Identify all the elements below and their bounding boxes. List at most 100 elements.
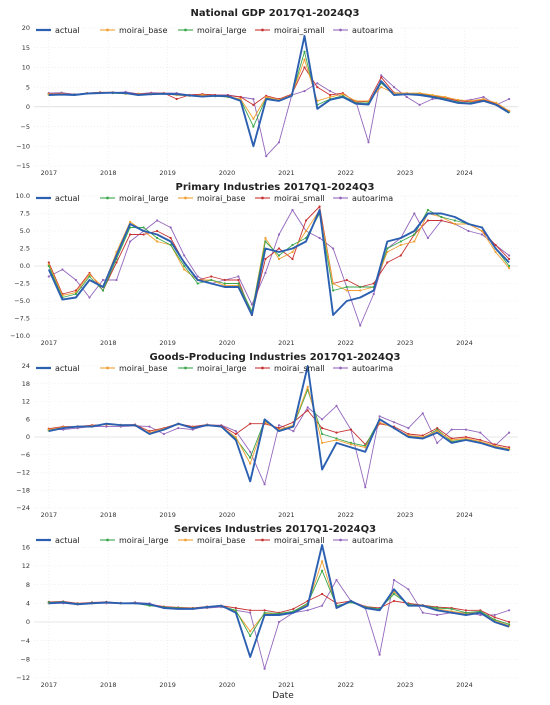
data-point-moirai_base [304, 229, 308, 233]
data-point-autoarima [421, 412, 424, 415]
data-point-moirai_large [277, 254, 281, 257]
data-point-moirai_large [101, 289, 105, 292]
legend-item-autoarima: autoarima [333, 26, 393, 35]
legend-label: moirai_large [197, 364, 247, 373]
y-tick-label: −2.5 [14, 280, 30, 288]
x-tick-label: 2017 [41, 339, 58, 347]
x-tick-label: 2023 [397, 511, 414, 519]
x-tick-label: 2019 [159, 681, 176, 689]
x-tick-label: 2018 [100, 681, 117, 689]
data-point-autoarima [482, 95, 485, 99]
x-tick-label: 2017 [41, 169, 58, 177]
data-point-moirai_base [341, 93, 344, 96]
legend-item-autoarima: autoarima [333, 194, 393, 203]
data-point-autoarima [318, 236, 321, 240]
legend-item-moirai_small: moirai_small [255, 364, 325, 373]
series-line-moirai_base [48, 560, 510, 632]
data-point-moirai_small [321, 427, 324, 430]
data-point-autoarima [47, 275, 50, 278]
x-tick-label: 2022 [338, 511, 355, 519]
y-tick-label: −12 [16, 674, 30, 682]
x-tick-label: 2020 [219, 339, 236, 347]
data-point-moirai_large [440, 215, 443, 219]
data-point-moirai_base [494, 250, 497, 254]
data-point-moirai_large [464, 611, 467, 614]
data-point-moirai_base [482, 97, 485, 101]
data-point-moirai_large [321, 432, 324, 436]
y-tick-label: 5 [26, 83, 30, 91]
data-point-autoarima [263, 483, 266, 486]
x-tick-label: 2017 [41, 681, 58, 689]
legend-marker [184, 28, 187, 32]
data-point-autoarima [277, 620, 281, 624]
data-point-autoarima [493, 613, 496, 617]
data-point-moirai_small [47, 261, 50, 264]
data-point-autoarima [367, 141, 370, 144]
legend-marker [106, 366, 109, 370]
data-point-moirai_base [453, 222, 456, 226]
data-point-moirai_small [321, 592, 324, 596]
data-point-autoarima [508, 97, 511, 101]
data-point-moirai_small [335, 431, 338, 434]
data-point-moirai_large [156, 236, 159, 240]
data-point-moirai_base [321, 560, 324, 563]
data-point-moirai_large [303, 50, 306, 53]
data-point-autoarima [74, 278, 77, 282]
data-point-moirai_small [440, 219, 443, 222]
data-point-moirai_small [234, 606, 237, 610]
legend-label: moirai_large [119, 194, 169, 203]
data-point-autoarima [316, 82, 319, 85]
legend-label: actual [55, 364, 80, 373]
legend-label: actual [55, 26, 80, 35]
data-point-moirai_base [349, 443, 352, 446]
data-point-autoarima [264, 271, 267, 275]
data-point-moirai_base [436, 430, 439, 433]
data-point-moirai_base [413, 240, 416, 243]
x-tick-label: 2023 [397, 339, 414, 347]
data-point-moirai_base [399, 243, 402, 247]
legend-marker [261, 28, 264, 32]
data-point-autoarima [156, 219, 159, 222]
data-point-autoarima [129, 240, 132, 243]
data-point-moirai_base [354, 99, 357, 102]
data-point-moirai_small [74, 289, 77, 292]
legend-label: moirai_base [119, 364, 167, 373]
data-point-moirai_small [318, 205, 321, 208]
legend-label: moirai_base [197, 536, 245, 545]
x-tick-label: 2019 [159, 511, 176, 519]
legend-item-autoarima: autoarima [333, 536, 393, 545]
chart-panel-2: Primary Industries 2017Q1-2024Q3 −10.0 −7.… [10, 182, 518, 347]
data-point-moirai_large [493, 618, 496, 621]
data-point-autoarima [277, 424, 281, 427]
data-point-autoarima [479, 613, 482, 617]
data-point-moirai_base [201, 93, 204, 97]
data-point-moirai_large [359, 285, 362, 289]
data-point-moirai_large [332, 289, 335, 292]
data-point-autoarima [359, 324, 362, 327]
data-point-autoarima [508, 431, 511, 434]
data-point-autoarima [177, 427, 180, 430]
data-point-moirai_small [263, 609, 266, 612]
y-tick-label: 6 [26, 415, 30, 423]
data-point-moirai_large [142, 226, 145, 229]
chart-panel-3: Goods-Producing Industries 2017Q1-2024Q3… [16, 352, 518, 519]
data-point-moirai_small [426, 219, 429, 222]
data-point-moirai_base [239, 97, 242, 101]
legend-marker [261, 538, 264, 542]
data-point-moirai_base [234, 435, 237, 439]
series-line-autoarima [48, 74, 510, 157]
data-point-moirai_base [480, 229, 484, 233]
data-point-autoarima [378, 653, 381, 656]
data-point-moirai_large [183, 264, 186, 268]
data-point-moirai_base [332, 282, 335, 285]
data-point-autoarima [277, 141, 281, 144]
data-point-moirai_base [277, 257, 281, 261]
data-point-moirai_small [291, 257, 294, 261]
data-point-autoarima [380, 74, 383, 77]
legend-marker [106, 196, 109, 200]
data-point-moirai_base [380, 86, 383, 89]
legend-item-moirai_large: moirai_large [100, 194, 169, 203]
data-point-moirai_base [129, 220, 132, 223]
data-point-moirai_small [169, 236, 172, 240]
data-point-autoarima [61, 268, 64, 271]
